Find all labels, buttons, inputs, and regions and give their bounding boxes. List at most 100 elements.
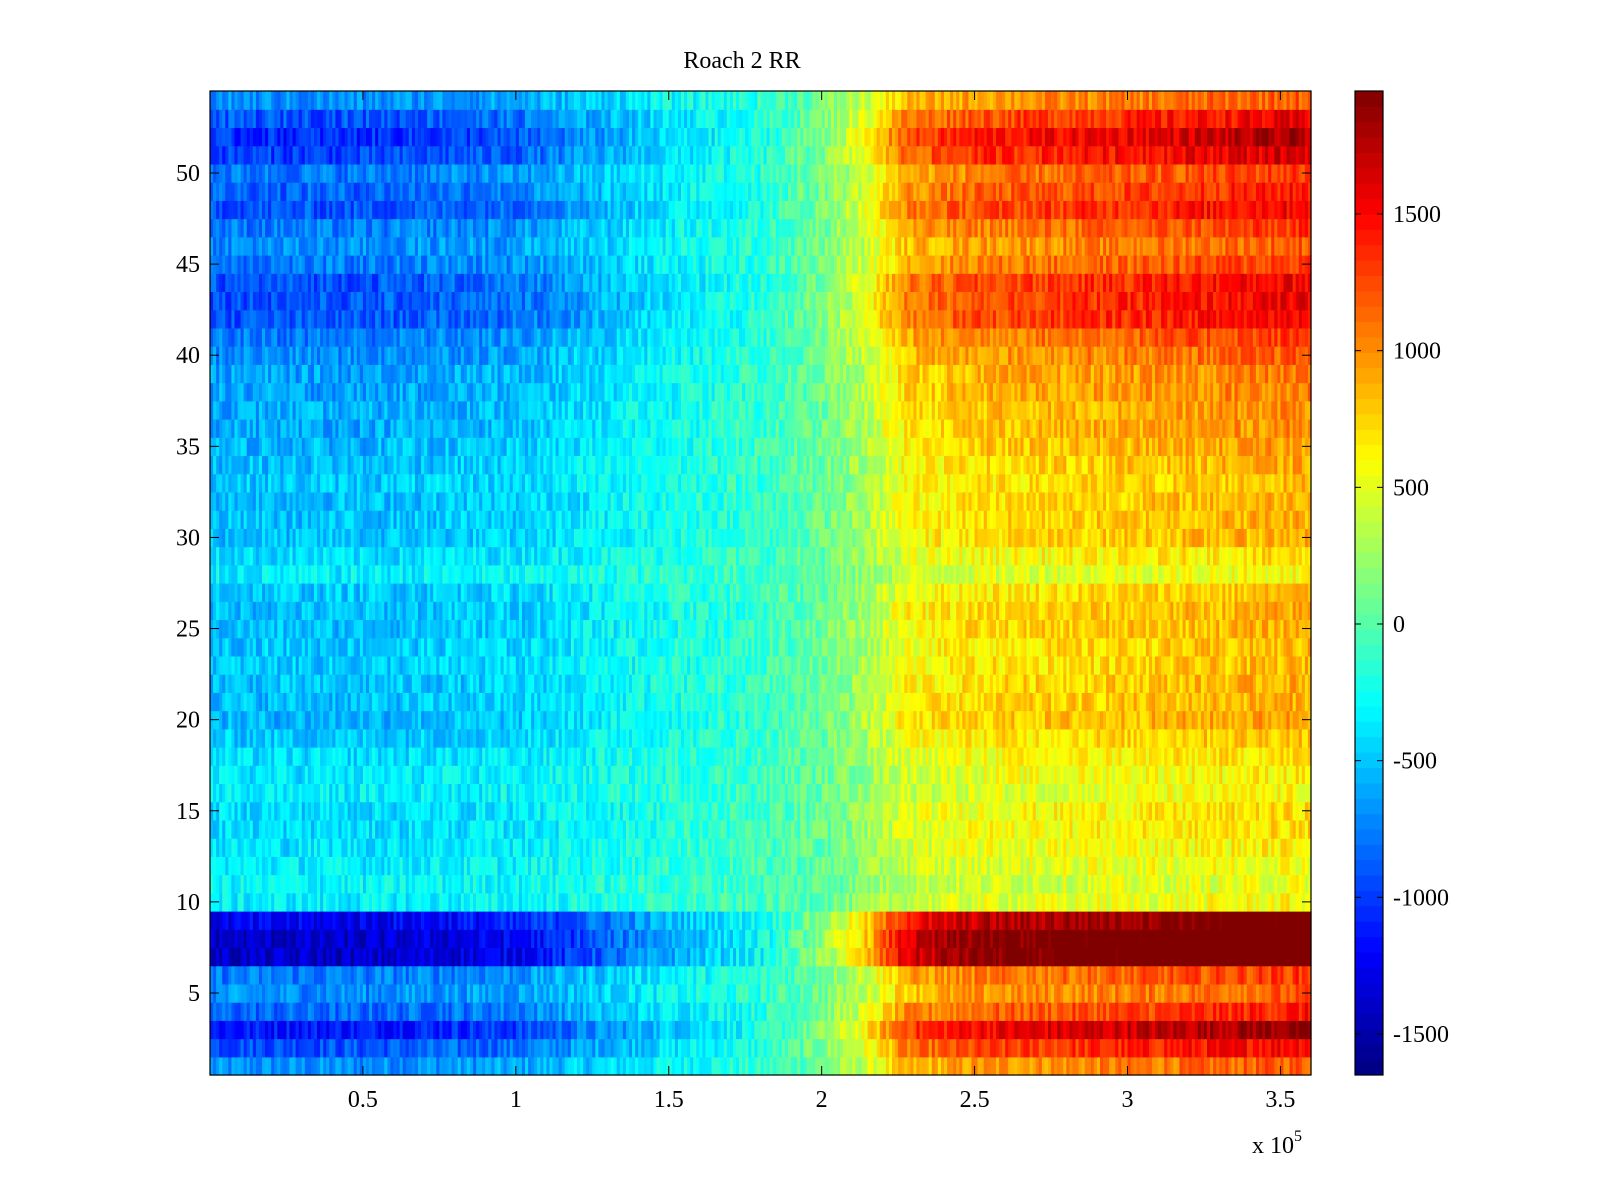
heatmap-cell	[243, 1056, 248, 1076]
heatmap-cell	[1170, 983, 1174, 1003]
heatmap-cell	[1023, 1056, 1028, 1076]
heatmap-cell	[983, 965, 988, 985]
heatmap-cell	[601, 965, 606, 985]
heatmap-cell	[1047, 1020, 1052, 1040]
heatmap-cell	[610, 1038, 615, 1058]
heatmap-cell	[818, 983, 823, 1003]
heatmap-cell	[607, 1038, 612, 1058]
heatmap-cell	[1179, 1020, 1184, 1040]
heatmap-cell	[1072, 1020, 1077, 1040]
heatmap-cell	[1072, 1038, 1077, 1058]
heatmap-cell	[1115, 1056, 1119, 1076]
heatmap-cell	[892, 1002, 896, 1021]
heatmap-cell	[261, 1038, 266, 1058]
heatmap-cell	[592, 1038, 596, 1058]
heatmap-cell	[1298, 1002, 1303, 1021]
heatmap-cell	[892, 1056, 896, 1076]
heatmap-cell	[552, 1020, 557, 1040]
heatmap-cell	[509, 947, 514, 967]
heatmap-cell	[803, 983, 807, 1003]
heatmap-cell	[693, 1020, 697, 1040]
heatmap-cell	[803, 1002, 807, 1021]
heatmap-cell	[1301, 1020, 1306, 1040]
heatmap-cell	[962, 983, 967, 1003]
heatmap-cell	[1259, 1002, 1263, 1021]
heatmap-cell	[1072, 1056, 1077, 1076]
heatmap-cell	[344, 947, 349, 967]
heatmap-cell	[414, 1020, 419, 1040]
heatmap-cell	[830, 1038, 835, 1058]
heatmap-cell	[1277, 1020, 1282, 1040]
heatmap-cell	[745, 983, 749, 1003]
heatmap-cell	[638, 1038, 642, 1058]
heatmap-cell	[708, 1002, 713, 1021]
heatmap-cell	[953, 1020, 957, 1040]
heatmap-cell	[1002, 965, 1006, 985]
heatmap-cell	[956, 965, 960, 985]
heatmap-cell	[577, 947, 581, 967]
heatmap-cell	[1286, 1038, 1291, 1058]
heatmap-cell	[268, 947, 272, 967]
heatmap-cell	[659, 947, 664, 967]
heatmap-cell	[947, 1056, 951, 1076]
heatmap-cell	[421, 1056, 425, 1076]
heatmap-cell	[268, 1002, 272, 1021]
heatmap-cell	[561, 1056, 566, 1076]
heatmap-cell	[739, 1038, 743, 1058]
heatmap-cell	[876, 1020, 881, 1040]
heatmap-cell	[258, 947, 263, 967]
heatmap-cell	[775, 983, 780, 1003]
heatmap-cell	[687, 947, 691, 967]
heatmap-cell	[916, 1056, 921, 1076]
heatmap-cell	[1133, 983, 1138, 1003]
heatmap-cell	[301, 1056, 306, 1076]
heatmap-cell	[1158, 1002, 1162, 1021]
heatmap-cell	[466, 1038, 471, 1058]
heatmap-cell	[1148, 1038, 1153, 1058]
heatmap-cell	[684, 983, 688, 1003]
heatmap-cell	[555, 1038, 560, 1058]
heatmap-cell	[543, 1020, 548, 1040]
heatmap-cell	[580, 1056, 584, 1076]
heatmap-cell	[922, 1002, 927, 1021]
heatmap-cell	[1240, 1002, 1245, 1021]
heatmap-cell	[393, 1002, 398, 1021]
heatmap-cell	[274, 1002, 278, 1021]
heatmap-cell	[1219, 1020, 1223, 1040]
heatmap-cell	[414, 1038, 419, 1058]
heatmap-cell	[940, 1020, 945, 1040]
heatmap-cell	[638, 1056, 642, 1076]
heatmap-cell	[858, 983, 863, 1003]
heatmap-cell	[888, 1020, 893, 1040]
heatmap-cell	[320, 947, 324, 967]
heatmap-cell	[1118, 1002, 1122, 1021]
heatmap-cell	[255, 1056, 260, 1076]
heatmap-cell	[329, 947, 333, 967]
heatmap-cell	[742, 1056, 746, 1076]
heatmap-cell	[1301, 1038, 1306, 1058]
heatmap-cell	[353, 1020, 358, 1040]
heatmap-cell	[1182, 983, 1187, 1003]
heatmap-cell	[1139, 1038, 1144, 1058]
heatmap-cell	[417, 965, 422, 985]
heatmap-cell	[959, 1038, 963, 1058]
heatmap-cell	[989, 1056, 994, 1076]
heatmap-cell	[763, 965, 768, 985]
heatmap-cell	[901, 1038, 905, 1058]
heatmap-cell	[1130, 1038, 1135, 1058]
heatmap-cell	[298, 983, 303, 1003]
heatmap-cell	[378, 1038, 382, 1058]
heatmap-cell	[1075, 983, 1080, 1003]
heatmap-cell	[1271, 1038, 1275, 1058]
heatmap-cell	[1002, 1020, 1006, 1040]
heatmap-cell	[411, 1002, 416, 1021]
heatmap-cell	[916, 983, 921, 1003]
heatmap-cell	[1148, 1020, 1153, 1040]
heatmap-cell	[396, 965, 401, 985]
heatmap-cell	[934, 965, 939, 985]
heatmap-cell	[466, 1020, 471, 1040]
heatmap-cell	[1252, 1056, 1257, 1076]
heatmap-cell	[907, 965, 911, 985]
heatmap-cell	[301, 965, 306, 985]
